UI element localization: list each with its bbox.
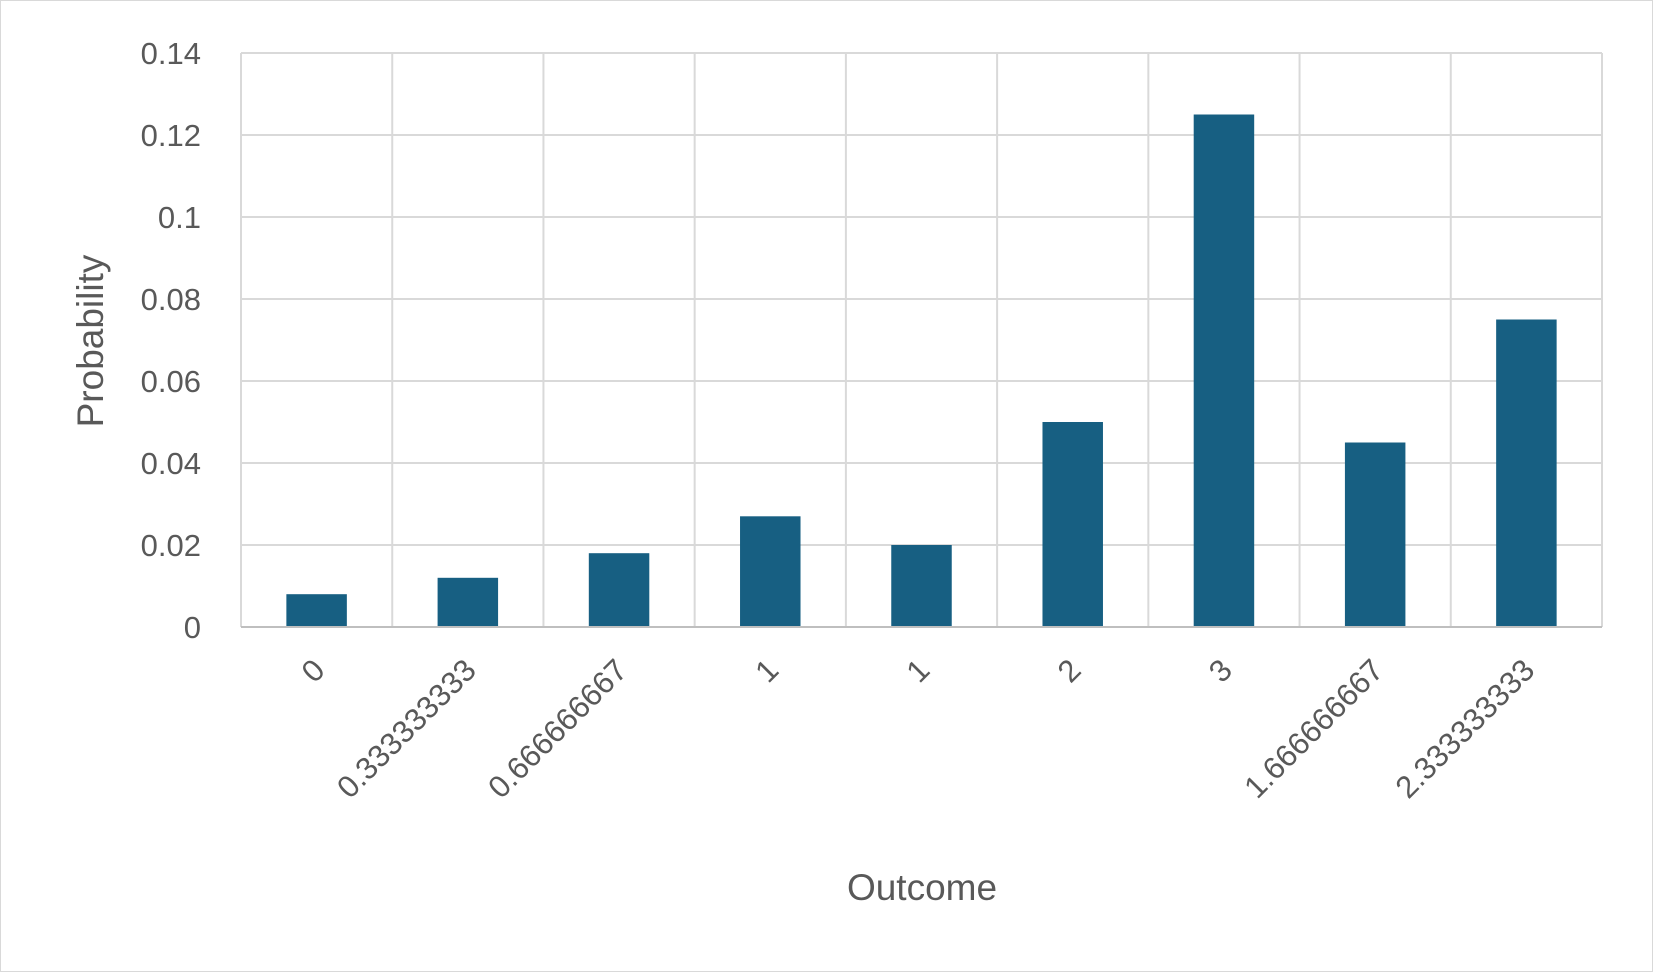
x-axis-title: Outcome <box>847 867 997 908</box>
bar <box>1344 442 1406 627</box>
bar <box>1042 422 1103 627</box>
bars <box>286 114 1557 627</box>
x-tick-label: 1 <box>900 652 937 689</box>
x-tick-label: 1 <box>748 652 785 689</box>
x-tick-label: 0 <box>295 652 332 689</box>
bar <box>891 545 952 627</box>
bar <box>286 594 347 627</box>
bar <box>1496 319 1557 627</box>
bar <box>740 516 801 627</box>
y-tick-label: 0.12 <box>141 118 201 153</box>
y-tick-label: 0.08 <box>141 282 201 317</box>
bar <box>1193 114 1255 627</box>
x-tick-label: 2 <box>1051 652 1088 689</box>
bar <box>588 553 650 627</box>
y-tick-labels: 0 0.02 0.04 0.06 0.08 0.1 0.12 0.14 <box>141 36 201 645</box>
y-tick-label: 0.06 <box>141 364 201 399</box>
y-tick-label: 0.04 <box>141 446 201 481</box>
grid <box>240 52 1603 627</box>
x-tick-label: 1.666666667 <box>1237 652 1390 805</box>
x-tick-label: 3 <box>1202 652 1239 689</box>
y-tick-label: 0.14 <box>141 36 201 71</box>
bar <box>437 577 499 627</box>
y-axis-title: Probability <box>70 254 111 427</box>
y-tick-label: 0 <box>184 610 201 645</box>
x-tick-label: 0.666666667 <box>481 652 634 805</box>
x-tick-label: 0.333333333 <box>330 652 483 805</box>
y-tick-label: 0.1 <box>158 200 201 235</box>
x-tick-label: 2.333333333 <box>1389 652 1542 805</box>
y-tick-label: 0.02 <box>141 528 201 563</box>
